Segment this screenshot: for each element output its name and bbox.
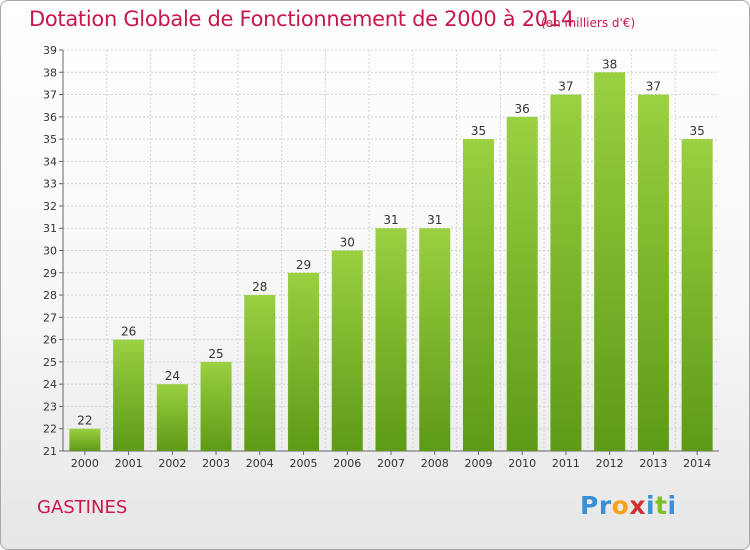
y-tick-label: 27 xyxy=(43,311,57,324)
y-tick-label: 24 xyxy=(43,378,57,391)
y-tick-label: 35 xyxy=(43,133,57,146)
x-tick-label-2002: 2002 xyxy=(158,457,186,470)
x-tick-label-2000: 2000 xyxy=(71,457,99,470)
logo-letter: P xyxy=(580,491,599,520)
y-tick-label: 25 xyxy=(43,356,57,369)
chart-title: Dotation Globale de Fonctionnement de 20… xyxy=(29,7,574,31)
data-label-2012: 38 xyxy=(602,57,617,71)
y-tick-label: 30 xyxy=(43,245,57,258)
x-tick-label-2005: 2005 xyxy=(290,457,318,470)
data-label-2001: 26 xyxy=(121,325,136,339)
bar-2010 xyxy=(506,116,538,451)
bar-2004 xyxy=(244,295,276,451)
bar-2005 xyxy=(288,272,320,451)
data-label-2007: 31 xyxy=(383,213,398,227)
bar-2000 xyxy=(69,428,101,451)
y-tick-label: 37 xyxy=(43,89,57,102)
x-tick-label-2007: 2007 xyxy=(377,457,405,470)
x-tick-label-2014: 2014 xyxy=(683,457,711,470)
x-tick-label-2001: 2001 xyxy=(115,457,143,470)
bar-2008 xyxy=(419,228,451,451)
y-tick-label: 31 xyxy=(43,222,57,235)
bar-2001 xyxy=(113,339,145,451)
data-label-2003: 25 xyxy=(208,347,223,361)
logo-letter: i xyxy=(667,491,677,520)
x-tick-label-2009: 2009 xyxy=(464,457,492,470)
y-tick-label: 32 xyxy=(43,200,57,213)
x-tick-label-2008: 2008 xyxy=(421,457,449,470)
chart-subtitle: (en milliers d'€) xyxy=(541,16,636,30)
proxiti-logo[interactable]: Proxiti xyxy=(580,491,677,520)
bar-2006 xyxy=(331,250,363,451)
data-label-2005: 29 xyxy=(296,258,311,272)
bar-2011 xyxy=(550,94,582,452)
bars xyxy=(69,72,713,452)
x-tick-label-2003: 2003 xyxy=(202,457,230,470)
x-tick-label-2013: 2013 xyxy=(639,457,667,470)
y-tick-label: 33 xyxy=(43,178,57,191)
x-tick-labels: 2000 2001 2002 2003 2004 2005 2006 2007 2008 2009… xyxy=(71,457,711,470)
data-label-2014: 35 xyxy=(689,124,704,138)
y-tick-label: 29 xyxy=(43,267,57,280)
x-tick-label-2011: 2011 xyxy=(552,457,580,470)
data-label-2011: 37 xyxy=(558,80,573,94)
data-label-2002: 24 xyxy=(165,369,180,383)
y-tick-label: 39 xyxy=(43,44,57,57)
logo-letter: x xyxy=(629,491,646,520)
data-label-2004: 28 xyxy=(252,280,267,294)
y-tick-label: 34 xyxy=(43,155,57,168)
x-tick-label-2012: 2012 xyxy=(596,457,624,470)
x-tick-label-2006: 2006 xyxy=(333,457,361,470)
y-tick-labels: 21 22 23 24 25 26 27 28 29 30 31 32 33 34 35 36 37 38 39 xyxy=(43,44,57,458)
commune-name: GASTINES xyxy=(37,497,128,518)
data-label-2013: 37 xyxy=(646,80,661,94)
data-label-2006: 30 xyxy=(340,236,355,250)
data-label-2009: 35 xyxy=(471,124,486,138)
y-tick-label: 21 xyxy=(43,445,57,458)
bar-2009 xyxy=(462,139,494,451)
y-tick-label: 38 xyxy=(43,66,57,79)
bar-2013 xyxy=(637,94,669,452)
logo-letter: o xyxy=(611,491,630,520)
y-tick-label: 22 xyxy=(43,423,57,436)
logo-letter: i xyxy=(646,491,656,520)
logo-letter: t xyxy=(655,491,668,520)
data-label-2010: 36 xyxy=(515,102,530,116)
data-label-2008: 31 xyxy=(427,213,442,227)
y-tick-label: 26 xyxy=(43,334,57,347)
bar-2007 xyxy=(375,228,407,451)
data-label-2000: 22 xyxy=(77,414,92,428)
bar-2012 xyxy=(594,72,626,452)
bar-2002 xyxy=(156,384,188,451)
bar-2014 xyxy=(681,139,713,451)
x-tick-label-2010: 2010 xyxy=(508,457,536,470)
logo-letter: r xyxy=(598,491,612,520)
x-tick-label-2004: 2004 xyxy=(246,457,274,470)
y-tick-label: 28 xyxy=(43,289,57,302)
data-labels: 22 26 24 25 28 29 30 31 31 35 36 37 38 37 35 xyxy=(77,57,705,427)
y-tick-label: 36 xyxy=(43,111,57,124)
bar-2003 xyxy=(200,361,232,451)
y-tick-label: 23 xyxy=(43,400,57,413)
